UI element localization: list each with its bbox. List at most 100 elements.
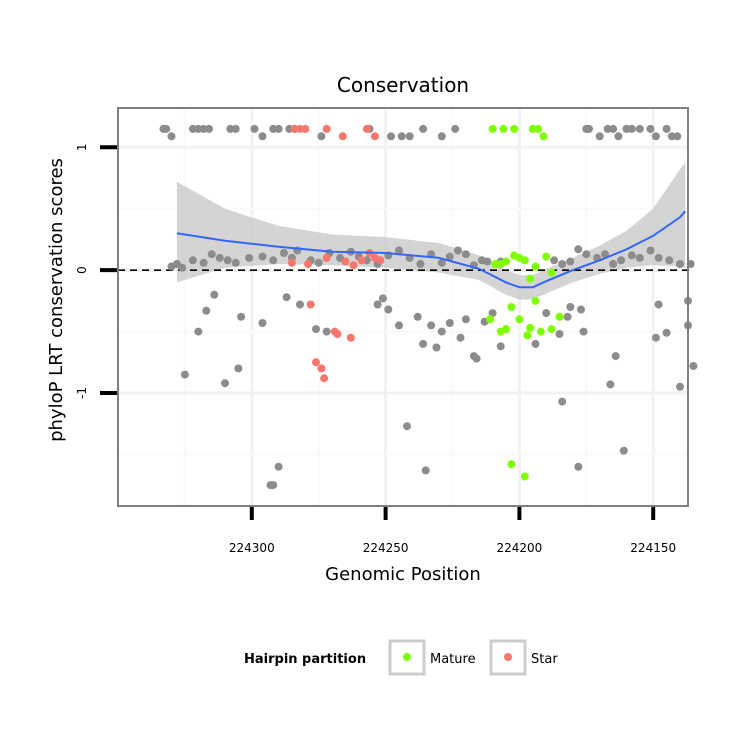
data-point-unpartitioned bbox=[221, 379, 229, 388]
data-point-unpartitioned bbox=[395, 321, 403, 330]
data-point-mature bbox=[542, 252, 551, 261]
data-point-mature bbox=[531, 262, 540, 271]
data-point-unpartitioned bbox=[250, 124, 259, 133]
data-point-mature bbox=[515, 315, 524, 324]
data-point-star bbox=[317, 364, 326, 373]
data-point-unpartitioned bbox=[437, 258, 446, 267]
data-point-mature bbox=[507, 460, 516, 469]
data-point-unpartitioned bbox=[234, 364, 243, 373]
legend-label-mature: Mature bbox=[430, 652, 476, 667]
data-point-star bbox=[349, 261, 358, 270]
data-point-unpartitioned bbox=[378, 294, 387, 303]
data-point-unpartitioned bbox=[461, 315, 470, 324]
confidence-ribbon bbox=[176, 162, 686, 300]
data-point-unpartitioned bbox=[579, 327, 588, 336]
data-point-unpartitioned bbox=[595, 132, 604, 141]
data-point-unpartitioned bbox=[619, 446, 628, 455]
x-tick-label: 224150 bbox=[630, 541, 676, 555]
legend-item-mature: Mature bbox=[388, 639, 476, 676]
data-point-unpartitioned bbox=[317, 132, 326, 141]
data-point-unpartitioned bbox=[178, 263, 187, 272]
data-point-unpartitioned bbox=[646, 124, 655, 133]
panel-border bbox=[117, 107, 689, 507]
data-point-unpartitioned bbox=[488, 309, 497, 318]
data-point-star bbox=[322, 253, 331, 262]
data-point-unpartitioned bbox=[673, 132, 682, 141]
data-point-unpartitioned bbox=[566, 257, 575, 266]
data-point-unpartitioned bbox=[676, 382, 684, 391]
data-point-unpartitioned bbox=[609, 124, 618, 133]
data-point-unpartitioned bbox=[258, 252, 267, 261]
legend-item-star: Star bbox=[489, 639, 558, 676]
data-point-star bbox=[341, 257, 350, 266]
data-point-star bbox=[357, 256, 366, 265]
data-point-unpartitioned bbox=[689, 362, 698, 370]
x-axis: 224300 224250 224200 224150 bbox=[229, 507, 676, 555]
data-point-unpartitioned bbox=[461, 250, 470, 259]
legend-swatch-star bbox=[504, 653, 512, 661]
data-point-unpartitioned bbox=[555, 330, 564, 338]
data-point-unpartitioned bbox=[282, 293, 291, 302]
data-point-mature bbox=[526, 274, 535, 283]
data-point-star bbox=[312, 358, 320, 367]
data-point-unpartitioned bbox=[405, 132, 414, 141]
data-point-mature bbox=[520, 256, 529, 265]
data-point-star bbox=[338, 132, 347, 141]
data-point-unpartitioned bbox=[558, 397, 567, 406]
data-point-unpartitioned bbox=[601, 250, 609, 259]
data-point-unpartitioned bbox=[651, 333, 660, 342]
data-point-mature bbox=[502, 325, 510, 334]
data-point-mature bbox=[486, 315, 494, 324]
data-point-unpartitioned bbox=[296, 300, 304, 309]
data-point-unpartitioned bbox=[577, 305, 585, 314]
data-point-unpartitioned bbox=[611, 352, 620, 361]
data-point-unpartitioned bbox=[651, 132, 660, 141]
data-point-unpartitioned bbox=[237, 312, 246, 321]
data-point-unpartitioned bbox=[231, 124, 240, 133]
data-point-mature bbox=[520, 472, 529, 481]
data-point-unpartitioned bbox=[585, 124, 593, 133]
data-point-unpartitioned bbox=[445, 319, 454, 327]
data-point-unpartitioned bbox=[676, 260, 684, 268]
data-point-mature bbox=[507, 303, 516, 311]
data-point-star bbox=[322, 124, 331, 133]
data-point-unpartitioned bbox=[437, 132, 446, 141]
data-point-unpartitioned bbox=[496, 342, 505, 351]
data-point-unpartitioned bbox=[194, 327, 203, 336]
data-point-star bbox=[320, 374, 329, 383]
legend-title: Hairpin partition bbox=[244, 652, 366, 667]
data-point-unpartitioned bbox=[199, 258, 208, 267]
data-point-unpartitioned bbox=[207, 250, 216, 259]
plot-panel bbox=[117, 107, 698, 507]
data-point-star bbox=[370, 132, 379, 141]
confidence-ribbon-layer bbox=[176, 162, 686, 300]
data-point-mature bbox=[536, 327, 545, 336]
data-point-unpartitioned bbox=[421, 466, 430, 475]
data-point-unpartitioned bbox=[427, 321, 436, 330]
data-point-unpartitioned bbox=[542, 309, 551, 318]
data-point-unpartitioned bbox=[646, 246, 655, 255]
data-point-unpartitioned bbox=[258, 319, 267, 327]
data-point-unpartitioned bbox=[258, 132, 267, 141]
data-point-unpartitioned bbox=[531, 339, 540, 348]
data-point-unpartitioned bbox=[373, 300, 382, 309]
data-point-mature bbox=[534, 124, 543, 133]
legend-label-star: Star bbox=[531, 652, 558, 667]
grid-lines bbox=[118, 108, 688, 506]
legend-swatch-mature bbox=[403, 653, 411, 661]
data-point-unpartitioned bbox=[635, 253, 644, 262]
x-tick-label: 224300 bbox=[229, 541, 275, 555]
data-point-unpartitioned bbox=[617, 256, 626, 265]
data-point-mature bbox=[502, 257, 510, 266]
data-point-unpartitioned bbox=[162, 124, 171, 133]
data-point-star bbox=[301, 124, 310, 133]
data-point-unpartitioned bbox=[437, 327, 446, 336]
data-point-unpartitioned bbox=[403, 422, 411, 431]
data-point-unpartitioned bbox=[413, 312, 422, 321]
data-point-unpartitioned bbox=[627, 251, 636, 260]
data-point-star bbox=[333, 330, 342, 338]
data-point-unpartitioned bbox=[654, 300, 663, 309]
data-point-star bbox=[306, 300, 315, 309]
data-point-unpartitioned bbox=[574, 245, 583, 254]
